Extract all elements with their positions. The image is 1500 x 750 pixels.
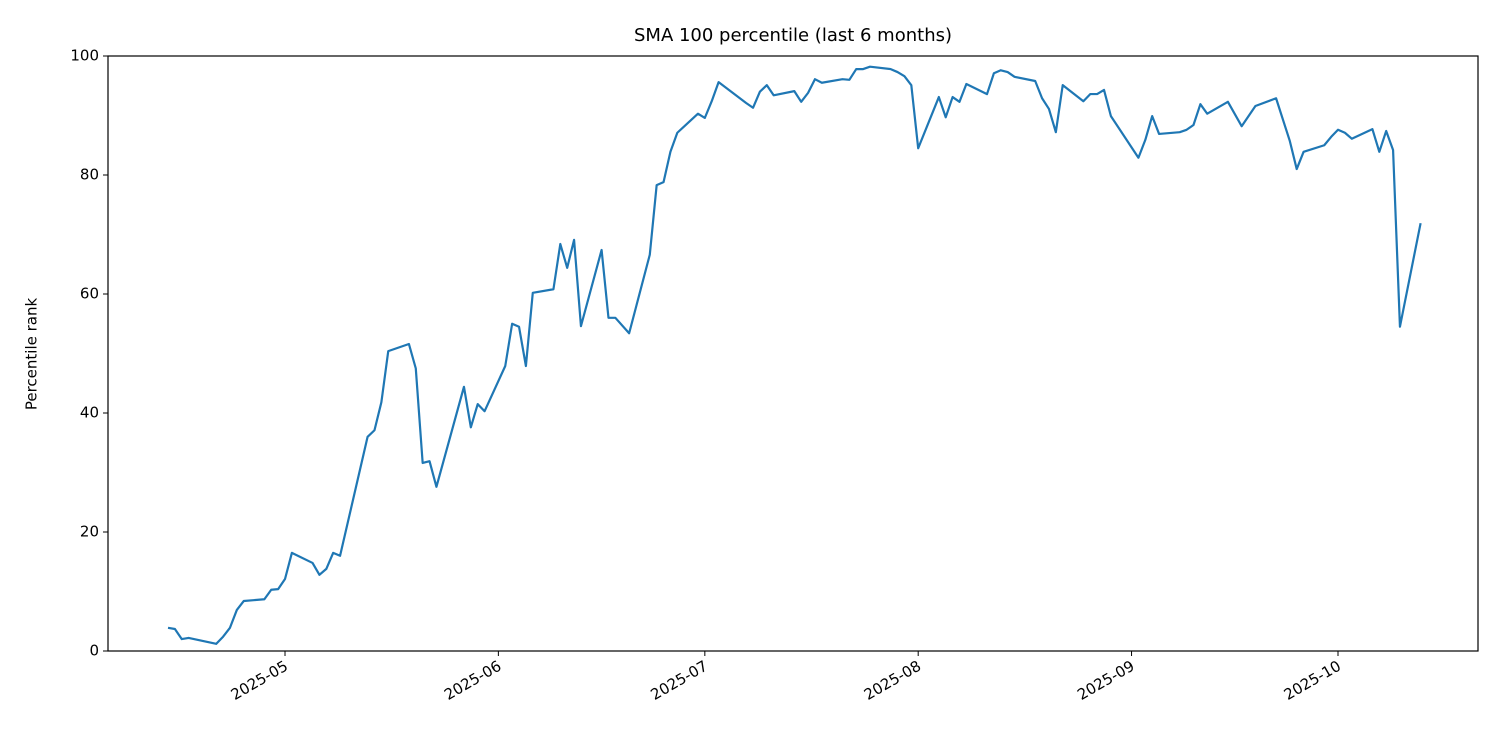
y-tick-label: 0 bbox=[89, 642, 99, 660]
y-tick-label: 100 bbox=[70, 47, 99, 65]
plot-frame bbox=[107, 55, 1479, 652]
x-tick-label: 2025-06 bbox=[441, 657, 504, 704]
y-tick-label: 40 bbox=[80, 404, 99, 422]
y-tick-label: 80 bbox=[80, 166, 99, 184]
x-tick-label: 2025-05 bbox=[228, 657, 291, 704]
chart-title: SMA 100 percentile (last 6 months) bbox=[634, 25, 952, 46]
y-tick-label: 20 bbox=[80, 523, 99, 541]
x-tick-label: 2025-08 bbox=[861, 657, 924, 704]
x-tick-label: 2025-09 bbox=[1074, 657, 1137, 704]
y-tick-label: 60 bbox=[80, 285, 99, 303]
y-axis-label: Percentile rank bbox=[23, 298, 41, 411]
x-tick-label: 2025-07 bbox=[648, 657, 711, 704]
x-tick-label: 2025-10 bbox=[1281, 657, 1344, 704]
data-line bbox=[167, 65, 1422, 645]
